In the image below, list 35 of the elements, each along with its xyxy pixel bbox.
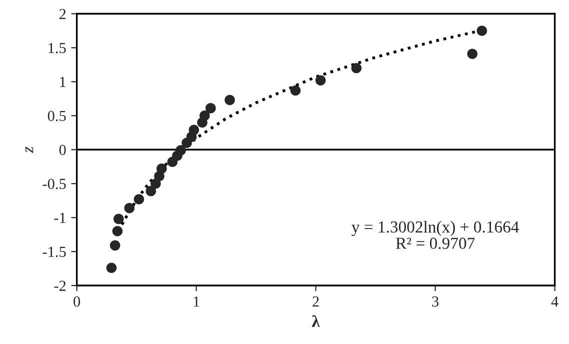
y-tick-label: 2 [59,8,66,20]
point [113,214,124,224]
x-tick-label: 2 [312,296,319,307]
point [156,164,167,174]
point [106,262,117,274]
y-tick-label: 0.5 [48,110,66,122]
point [134,194,144,204]
annotation: y = 1.3002ln(x) + 0.1664 R² = 0.9707 [352,220,519,250]
x-tick-label: 3 [432,296,439,307]
point [176,145,186,156]
point [200,110,210,121]
point [476,26,488,36]
x-tick-label: 1 [194,296,200,307]
point [112,226,123,236]
x-tick-label: 0 [74,296,80,307]
point [124,202,135,214]
point [351,62,362,74]
y-tick-label: 1 [60,76,66,87]
y-tick-label: -2 [54,280,66,291]
point [315,75,326,86]
point [110,240,120,251]
point [290,85,301,96]
point [188,124,200,136]
y-tick-label: 0 [59,144,66,156]
y-axis-title: z [25,146,34,154]
y-tick-label: -1.5 [42,246,66,258]
x-axis-title: λ [312,315,320,327]
y-tick-label: 1.5 [48,42,66,54]
point [467,48,478,59]
point [205,103,216,114]
point [146,186,156,196]
y-tick-label: -0.5 [42,178,66,190]
point [224,94,235,106]
x-tick-label: 4 [551,296,558,307]
y-tick-label: -1 [54,212,66,223]
